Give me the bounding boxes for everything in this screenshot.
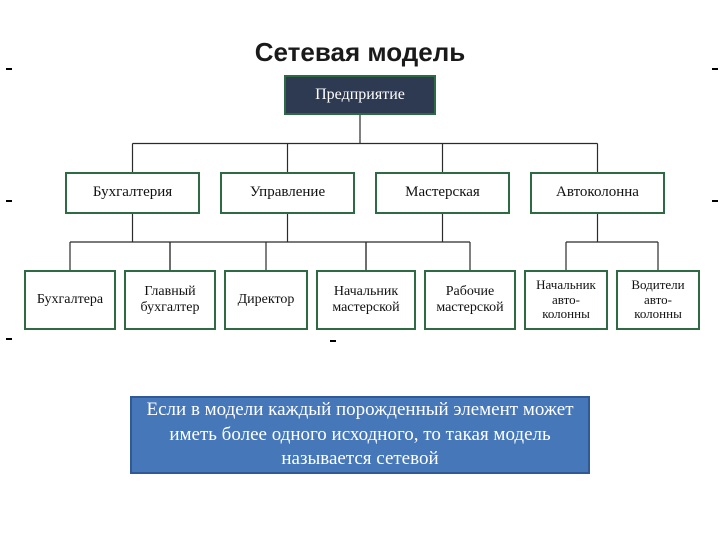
node-label: Начальник мастерской — [318, 284, 414, 316]
node-label: Автоколонна — [552, 184, 643, 201]
node-n1: Бухгалтерия — [65, 172, 200, 214]
node-label: Бухгалтера — [33, 292, 107, 308]
node-n6: Главный бухгалтер — [124, 270, 216, 330]
page: Сетевая модель Предприятие Бухгалтерия Упр… — [0, 0, 720, 540]
tick — [330, 340, 336, 342]
tick — [712, 68, 718, 70]
tick — [6, 200, 12, 202]
node-n5: Бухгалтера — [24, 270, 116, 330]
node-label: Водители авто- колонны — [618, 278, 698, 323]
node-label: Главный бухгалтер — [126, 284, 214, 316]
node-label: Мастерская — [401, 184, 484, 201]
node-n2: Управление — [220, 172, 355, 214]
node-n9: Рабочие мастерской — [424, 270, 516, 330]
node-label: Предприятие — [311, 86, 409, 104]
tick — [6, 68, 12, 70]
node-n0: Предприятие — [284, 75, 436, 115]
node-n7: Директор — [224, 270, 308, 330]
caption-text: Если в модели каждый порожденный элемент… — [142, 398, 578, 472]
node-label: Начальник авто- колонны — [526, 278, 606, 323]
node-label: Управление — [246, 184, 329, 201]
tick — [6, 338, 12, 340]
node-label: Директор — [234, 292, 299, 308]
node-label: Бухгалтерия — [89, 184, 176, 201]
node-n4: Автоколонна — [530, 172, 665, 214]
node-n3: Мастерская — [375, 172, 510, 214]
caption-box: Если в модели каждый порожденный элемент… — [130, 396, 590, 474]
tick — [712, 200, 718, 202]
page-title: Сетевая модель — [0, 37, 720, 68]
node-n11: Водители авто- колонны — [616, 270, 700, 330]
node-n8: Начальник мастерской — [316, 270, 416, 330]
node-label: Рабочие мастерской — [426, 284, 514, 316]
node-n10: Начальник авто- колонны — [524, 270, 608, 330]
